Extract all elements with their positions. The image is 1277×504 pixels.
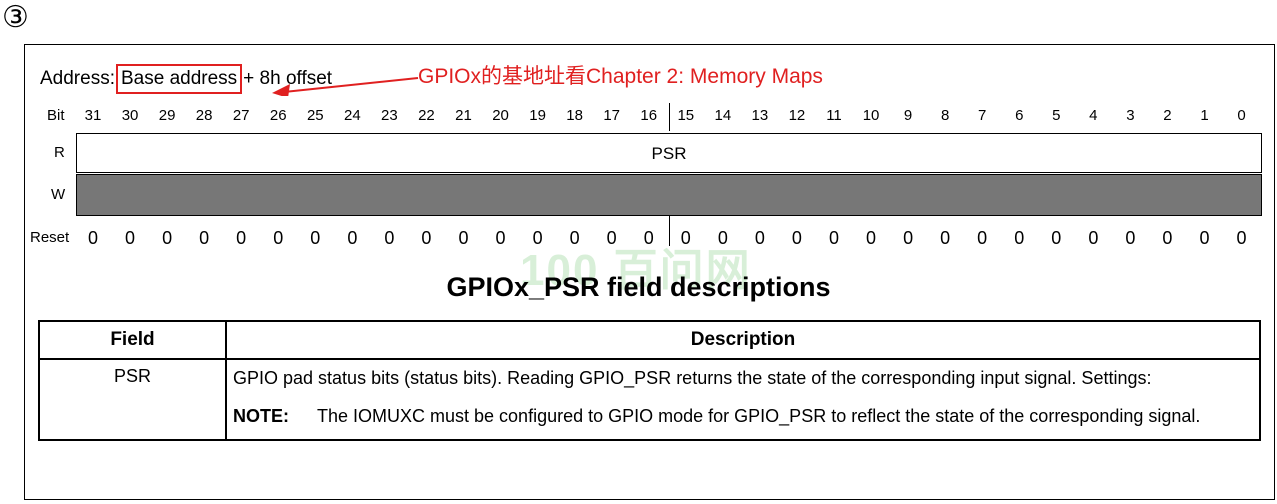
address-line: Address: Base address + 8h offset	[40, 64, 332, 94]
bit-number: 18	[566, 107, 583, 124]
bit-number: 1	[1200, 107, 1209, 124]
reset-value: 0	[310, 228, 321, 248]
bit-number: 2	[1163, 107, 1172, 124]
field-header: Field	[38, 320, 227, 360]
note-label: NOTE:	[233, 406, 289, 426]
bit-number: 12	[788, 107, 806, 124]
field-description-table: Field Description PSR GPIO pad status bi…	[38, 320, 1261, 441]
reset-value: 0	[1199, 228, 1210, 248]
bit-divider-top	[669, 103, 670, 131]
reset-value: 0	[828, 228, 839, 248]
document-frame	[24, 44, 1275, 500]
reset-value: 0	[384, 228, 395, 248]
base-address-highlight: Base address	[115, 64, 243, 94]
reset-value: 0	[717, 228, 728, 248]
bit-divider-bottom	[669, 216, 670, 246]
description-header: Description	[225, 320, 1261, 360]
bit-number: 29	[158, 107, 176, 124]
annotation-arrow-icon	[272, 77, 419, 96]
reset-value: 0	[1088, 228, 1099, 248]
bit-number: 27	[232, 107, 250, 124]
reset-value: 0	[458, 228, 469, 248]
bit-number: 15	[677, 107, 695, 124]
reset-value: 0	[125, 228, 136, 248]
reset-value: 0	[495, 228, 506, 248]
bit-number: 6	[1015, 107, 1024, 124]
bit-number: 10	[862, 107, 880, 124]
description-text: GPIO pad status bits (status bits). Read…	[233, 368, 1152, 388]
reset-value: 0	[1236, 228, 1247, 248]
reset-value: 0	[87, 228, 98, 248]
bit-number: 5	[1052, 107, 1061, 124]
note-text: The IOMUXC must be configured to GPIO mo…	[317, 406, 1201, 426]
reset-value: 0	[1162, 228, 1173, 248]
bit-number: 8	[940, 107, 950, 124]
bit-number: 24	[344, 107, 361, 124]
reset-value: 0	[940, 228, 951, 248]
reset-value: 0	[977, 228, 988, 248]
field-cell: PSR	[38, 359, 227, 441]
bit-number: 25	[306, 107, 324, 124]
bit-number: 30	[121, 107, 139, 124]
reset-value: 0	[273, 228, 284, 248]
bit-number: 13	[751, 107, 769, 124]
annotation-text: GPIOx的基地址看Chapter 2: Memory Maps	[418, 65, 823, 88]
reset-value: 0	[1125, 228, 1136, 248]
watermark: 100 百问网	[520, 246, 752, 295]
write-row-label: W	[51, 186, 66, 203]
bit-number: 26	[269, 107, 287, 124]
reset-row-label: Reset	[30, 229, 70, 246]
reset-value: 0	[1014, 228, 1025, 248]
reset-value: 0	[866, 228, 877, 248]
description-cell: GPIO pad status bits (status bits). Read…	[225, 359, 1261, 441]
bit-number: 14	[714, 107, 732, 124]
reset-value: 0	[791, 228, 802, 248]
note: NOTE: The IOMUXC must be configured to G…	[233, 403, 1251, 429]
bit-number: 21	[455, 107, 472, 124]
address-prefix: Address:	[40, 68, 115, 89]
bit-number: 11	[826, 107, 842, 124]
bit-number: 20	[492, 107, 509, 124]
address-offset: + 8h offset	[243, 68, 333, 89]
reset-value: 0	[199, 228, 210, 248]
reset-value: 0	[347, 228, 358, 248]
bit-number: 28	[195, 107, 213, 124]
bit-number: 16	[640, 107, 658, 124]
reset-value: 0	[532, 228, 543, 248]
bit-number: 23	[381, 107, 398, 124]
reset-value: 0	[606, 228, 617, 248]
bit-number: 19	[529, 107, 546, 124]
reset-value: 0	[680, 228, 691, 248]
bit-number: 0	[1237, 107, 1246, 124]
reset-value: 0	[1051, 228, 1062, 248]
bit-number: 7	[978, 107, 987, 124]
reset-value: 0	[903, 228, 914, 248]
table-row: PSR GPIO pad status bits (status bits). …	[38, 359, 1261, 441]
bit-number: 17	[603, 107, 621, 124]
read-row-label: R	[54, 144, 65, 161]
table-header-row: Field Description	[38, 320, 1261, 360]
table-title: GPIOx_PSR field descriptions	[446, 272, 831, 302]
reset-value: 0	[643, 228, 654, 248]
bit-row-label: Bit	[47, 107, 65, 124]
psr-read-field: PSR	[76, 133, 1262, 173]
reset-value: 0	[754, 228, 765, 248]
bit-number: 9	[903, 107, 913, 124]
bit-number: 4	[1089, 107, 1098, 124]
reset-value: 0	[236, 228, 247, 248]
psr-write-field	[76, 174, 1262, 216]
bit-number: 31	[84, 107, 102, 124]
reset-value: 0	[421, 228, 432, 248]
reset-value: 0	[569, 228, 580, 248]
bit-number: 3	[1126, 107, 1135, 124]
circled-number: ③	[2, 0, 29, 35]
reset-value: 0	[162, 228, 173, 248]
bit-number: 22	[418, 107, 435, 124]
